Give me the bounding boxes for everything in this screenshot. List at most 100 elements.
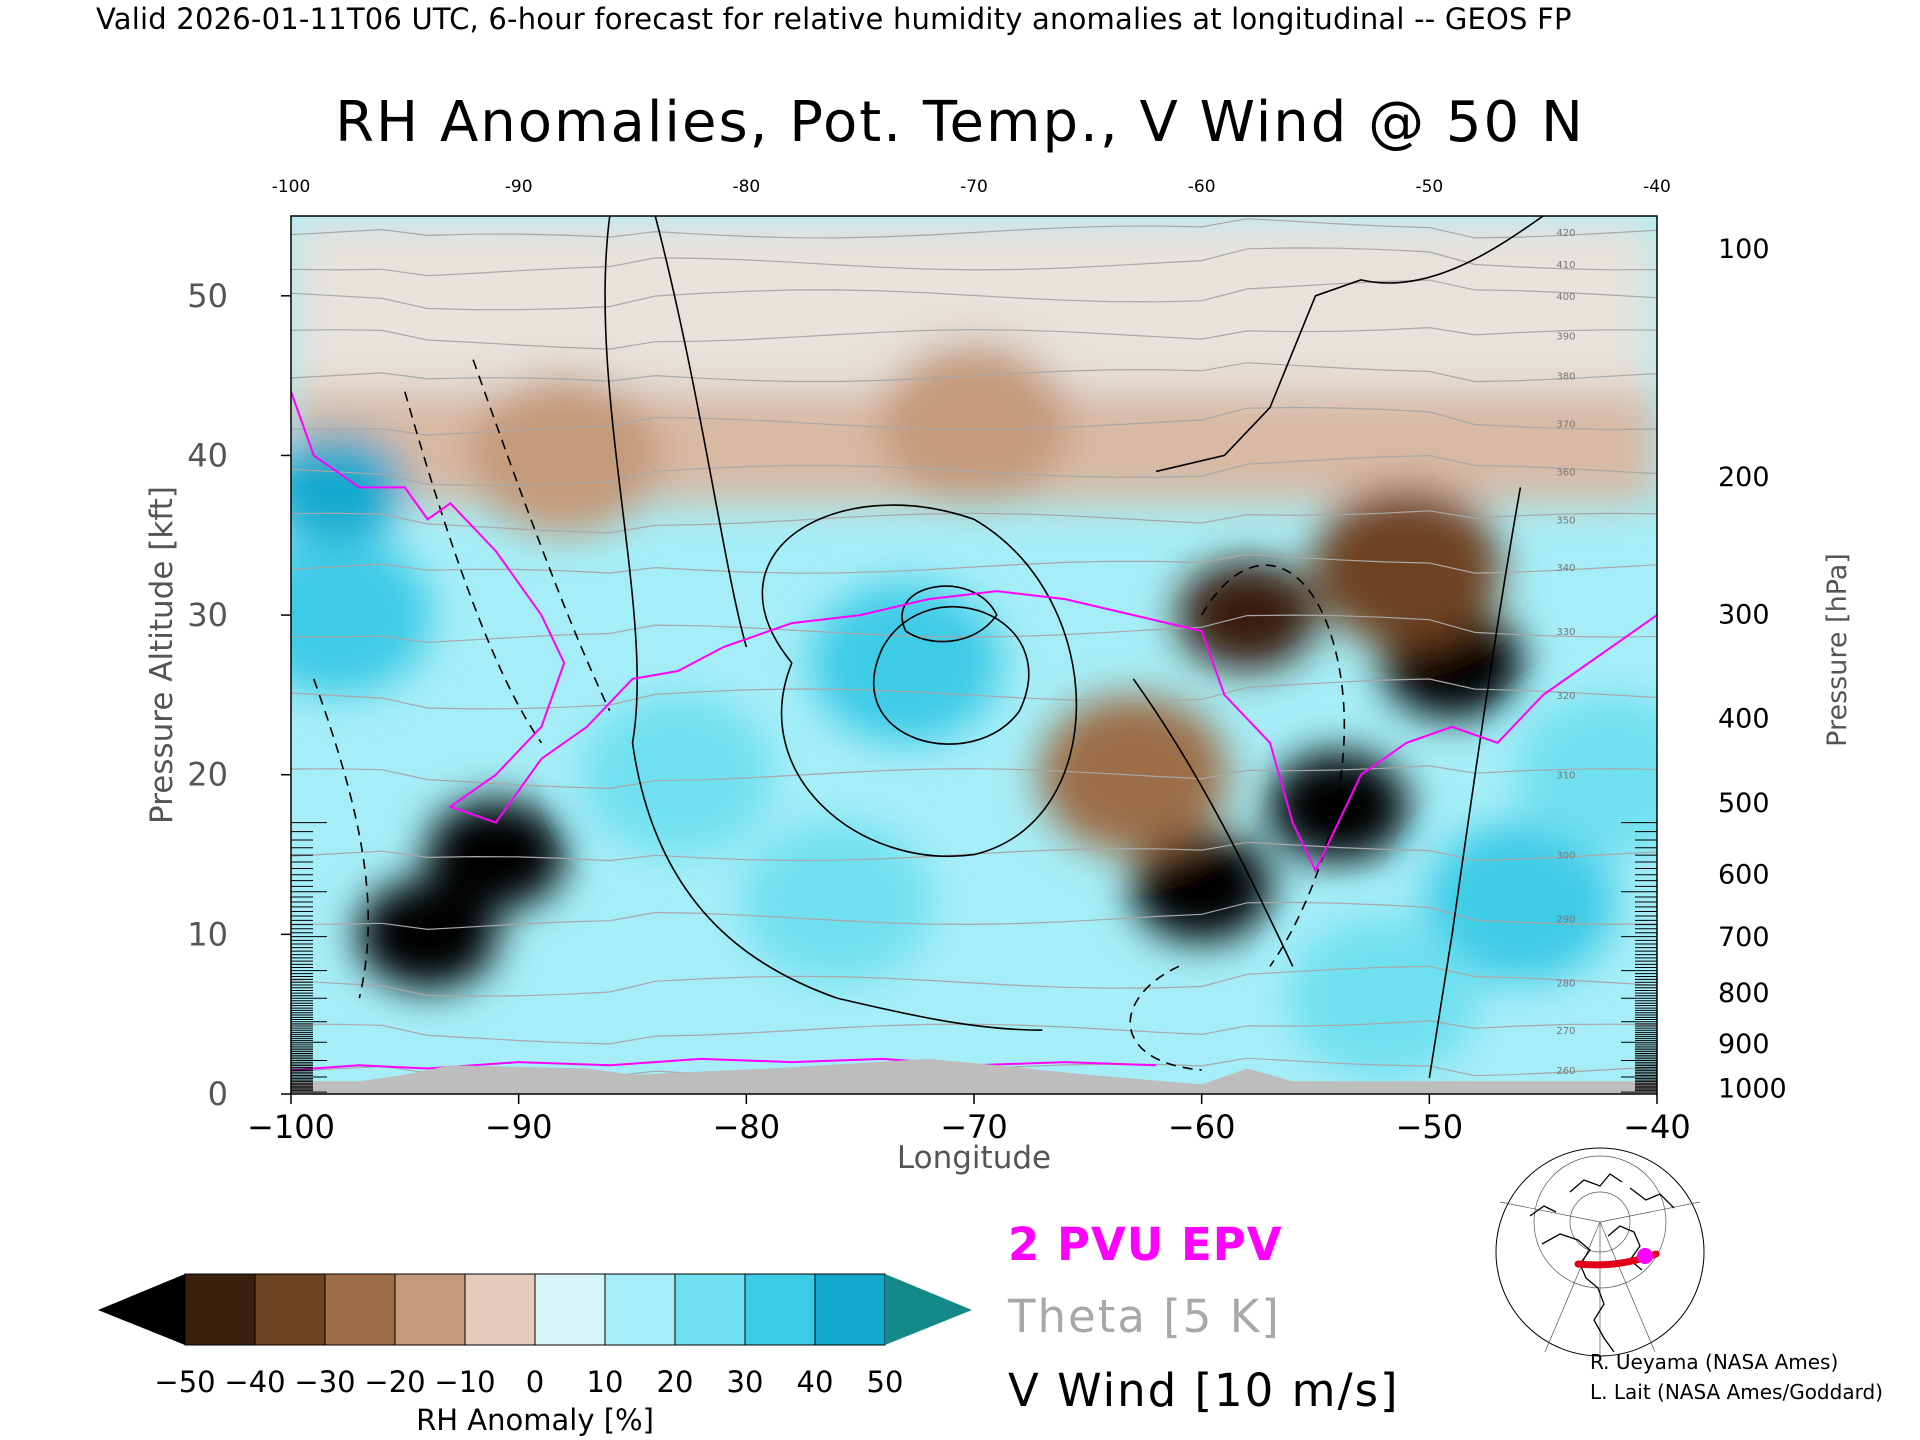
vwind-contour bbox=[761, 504, 1078, 857]
theta-contour-label: 410 bbox=[1556, 260, 1575, 271]
x-tick-label: −90 bbox=[485, 1108, 553, 1146]
y-right-axis-label: Pressure [hPa] bbox=[1822, 553, 1853, 747]
theta-contour-label: 310 bbox=[1556, 771, 1575, 782]
rh-anomaly-blob bbox=[1288, 918, 1479, 1079]
epv-2pvu-contour bbox=[291, 1057, 1157, 1072]
y-tick-label: 10 bbox=[187, 915, 228, 953]
vwind-contour bbox=[1428, 487, 1522, 1079]
inset-map bbox=[1495, 1147, 1705, 1357]
x-tick-label: −70 bbox=[940, 1108, 1008, 1146]
theta-contour-label: 290 bbox=[1556, 914, 1575, 925]
theta-contour bbox=[291, 678, 1657, 710]
colorbar-tick-label: −50 bbox=[154, 1365, 215, 1399]
colorbar-tick-label: −40 bbox=[224, 1365, 285, 1399]
epv-2pvu-contour bbox=[291, 391, 1657, 873]
colorbar-tick-label: 50 bbox=[867, 1365, 904, 1399]
theta-contour-label: 280 bbox=[1556, 978, 1575, 989]
theta-contour-label: 260 bbox=[1556, 1066, 1575, 1077]
x-tick-label: −50 bbox=[1396, 1108, 1464, 1146]
theta-contour bbox=[291, 362, 1657, 383]
page-caption: Valid 2026-01-11T06 UTC, 6-hour forecast… bbox=[96, 2, 1572, 36]
theta-contour bbox=[291, 218, 1657, 239]
theta-contour bbox=[291, 553, 1657, 574]
theta-contour-label: 370 bbox=[1556, 420, 1575, 431]
y-tick-label: 40 bbox=[187, 436, 228, 474]
chart-title: RH Anomalies, Pot. Temp., V Wind @ 50 N bbox=[335, 90, 1585, 155]
vwind-contours bbox=[313, 216, 1544, 1079]
inset-map-coastline bbox=[1529, 1173, 1675, 1353]
vwind-contour bbox=[873, 606, 1030, 745]
vwind-contour bbox=[404, 391, 543, 744]
colorbar-box bbox=[464, 1273, 536, 1346]
pressure-tick-label: 300 bbox=[1718, 599, 1770, 630]
x-axis-label: Longitude bbox=[897, 1140, 1051, 1176]
y-tick-label: 30 bbox=[187, 596, 228, 634]
colorbar-box bbox=[324, 1273, 396, 1346]
rh-anomaly-blob bbox=[291, 535, 432, 696]
x-tick-label: −40 bbox=[1623, 1108, 1691, 1146]
vwind-contour bbox=[1129, 965, 1202, 1071]
theta-contour-label: 420 bbox=[1556, 228, 1575, 239]
x-top-tick-label: -90 bbox=[505, 177, 533, 197]
y-tick-label: 20 bbox=[187, 756, 228, 794]
colorbar-tick-labels: −50 −40 −30 −20 −10 0 10 20 30 40 50 bbox=[154, 1365, 903, 1399]
colorbar-box bbox=[534, 1273, 606, 1346]
plot-field: 260 270 280 290 300 310 320 330 340 350 360 370 380 3… bbox=[291, 216, 1657, 1094]
legend-epv: 2 PVU EPV bbox=[1008, 1218, 1283, 1271]
theta-contour bbox=[291, 454, 1657, 486]
epv-contour bbox=[291, 391, 1657, 1072]
pressure-tick-label: 900 bbox=[1718, 1029, 1770, 1060]
theta-contour-label: 320 bbox=[1556, 691, 1575, 702]
colorbar-boxes bbox=[184, 1273, 886, 1346]
theta-contour bbox=[291, 510, 1657, 534]
colorbar-tick-label: 40 bbox=[797, 1365, 834, 1399]
theta-contour bbox=[291, 1020, 1657, 1045]
x-top-tick-label: -60 bbox=[1188, 177, 1216, 197]
vwind-contour bbox=[901, 585, 998, 643]
vwind-contour bbox=[1200, 564, 1346, 967]
vwind-contour bbox=[654, 216, 748, 648]
rh-anomaly-blob bbox=[810, 582, 1001, 743]
colorbar-box bbox=[394, 1273, 466, 1346]
y-tick-label: 50 bbox=[187, 277, 228, 315]
x-top-tick-label: -50 bbox=[1415, 177, 1443, 197]
x-tick-label: −80 bbox=[713, 1108, 781, 1146]
vwind-contour bbox=[472, 359, 611, 712]
theta-contour-label: 330 bbox=[1556, 627, 1575, 638]
theta-contour-label: 390 bbox=[1556, 332, 1575, 343]
colorbar-tick-label: −30 bbox=[294, 1365, 355, 1399]
theta-contour bbox=[291, 406, 1657, 436]
rh-anomaly-blob bbox=[469, 375, 660, 536]
vwind-contour bbox=[1132, 678, 1294, 967]
pressure-tick-label: 100 bbox=[1718, 234, 1770, 265]
x-top-tick-label: -40 bbox=[1643, 177, 1671, 197]
colorbar-box bbox=[184, 1273, 256, 1346]
theta-contour bbox=[291, 901, 1657, 931]
rh-anomaly-blob bbox=[583, 694, 774, 855]
legend-theta: Theta [5 K] bbox=[1008, 1290, 1281, 1343]
inset-map-graticule bbox=[1499, 1155, 1701, 1356]
terrain-mask bbox=[291, 1058, 1657, 1094]
terrain bbox=[291, 1058, 1657, 1094]
x-tick-label: −100 bbox=[247, 1108, 335, 1146]
theta-contour-label: 360 bbox=[1556, 467, 1575, 478]
x-top-tick-label: -70 bbox=[960, 177, 988, 197]
colorbar-box bbox=[814, 1273, 886, 1346]
inset-map-marker bbox=[1637, 1248, 1653, 1264]
rh-anomaly-field bbox=[291, 216, 1657, 1079]
colorbar-tick-label: 0 bbox=[526, 1365, 544, 1399]
x-top-tick-label: -80 bbox=[732, 177, 760, 197]
x-top-tick-label: -100 bbox=[272, 177, 311, 197]
theta-contour bbox=[291, 614, 1657, 643]
credit-author-1: R. Ueyama (NASA Ames) bbox=[1590, 1350, 1839, 1374]
pressure-tick-marks bbox=[291, 822, 1657, 1093]
rh-anomaly-blob bbox=[1268, 751, 1409, 862]
pressure-tick-label: 1000 bbox=[1718, 1074, 1787, 1105]
colorbar-tick-label: 30 bbox=[727, 1365, 764, 1399]
colorbar: −50 −40 −30 −20 −10 0 10 20 30 40 50 RH Anomaly [%… bbox=[98, 1273, 972, 1437]
theta-contour-label: 380 bbox=[1556, 372, 1575, 383]
colorbar-tick-label: 10 bbox=[587, 1365, 624, 1399]
theta-contour-label: 340 bbox=[1556, 563, 1575, 574]
x-tick-label: −60 bbox=[1168, 1108, 1236, 1146]
